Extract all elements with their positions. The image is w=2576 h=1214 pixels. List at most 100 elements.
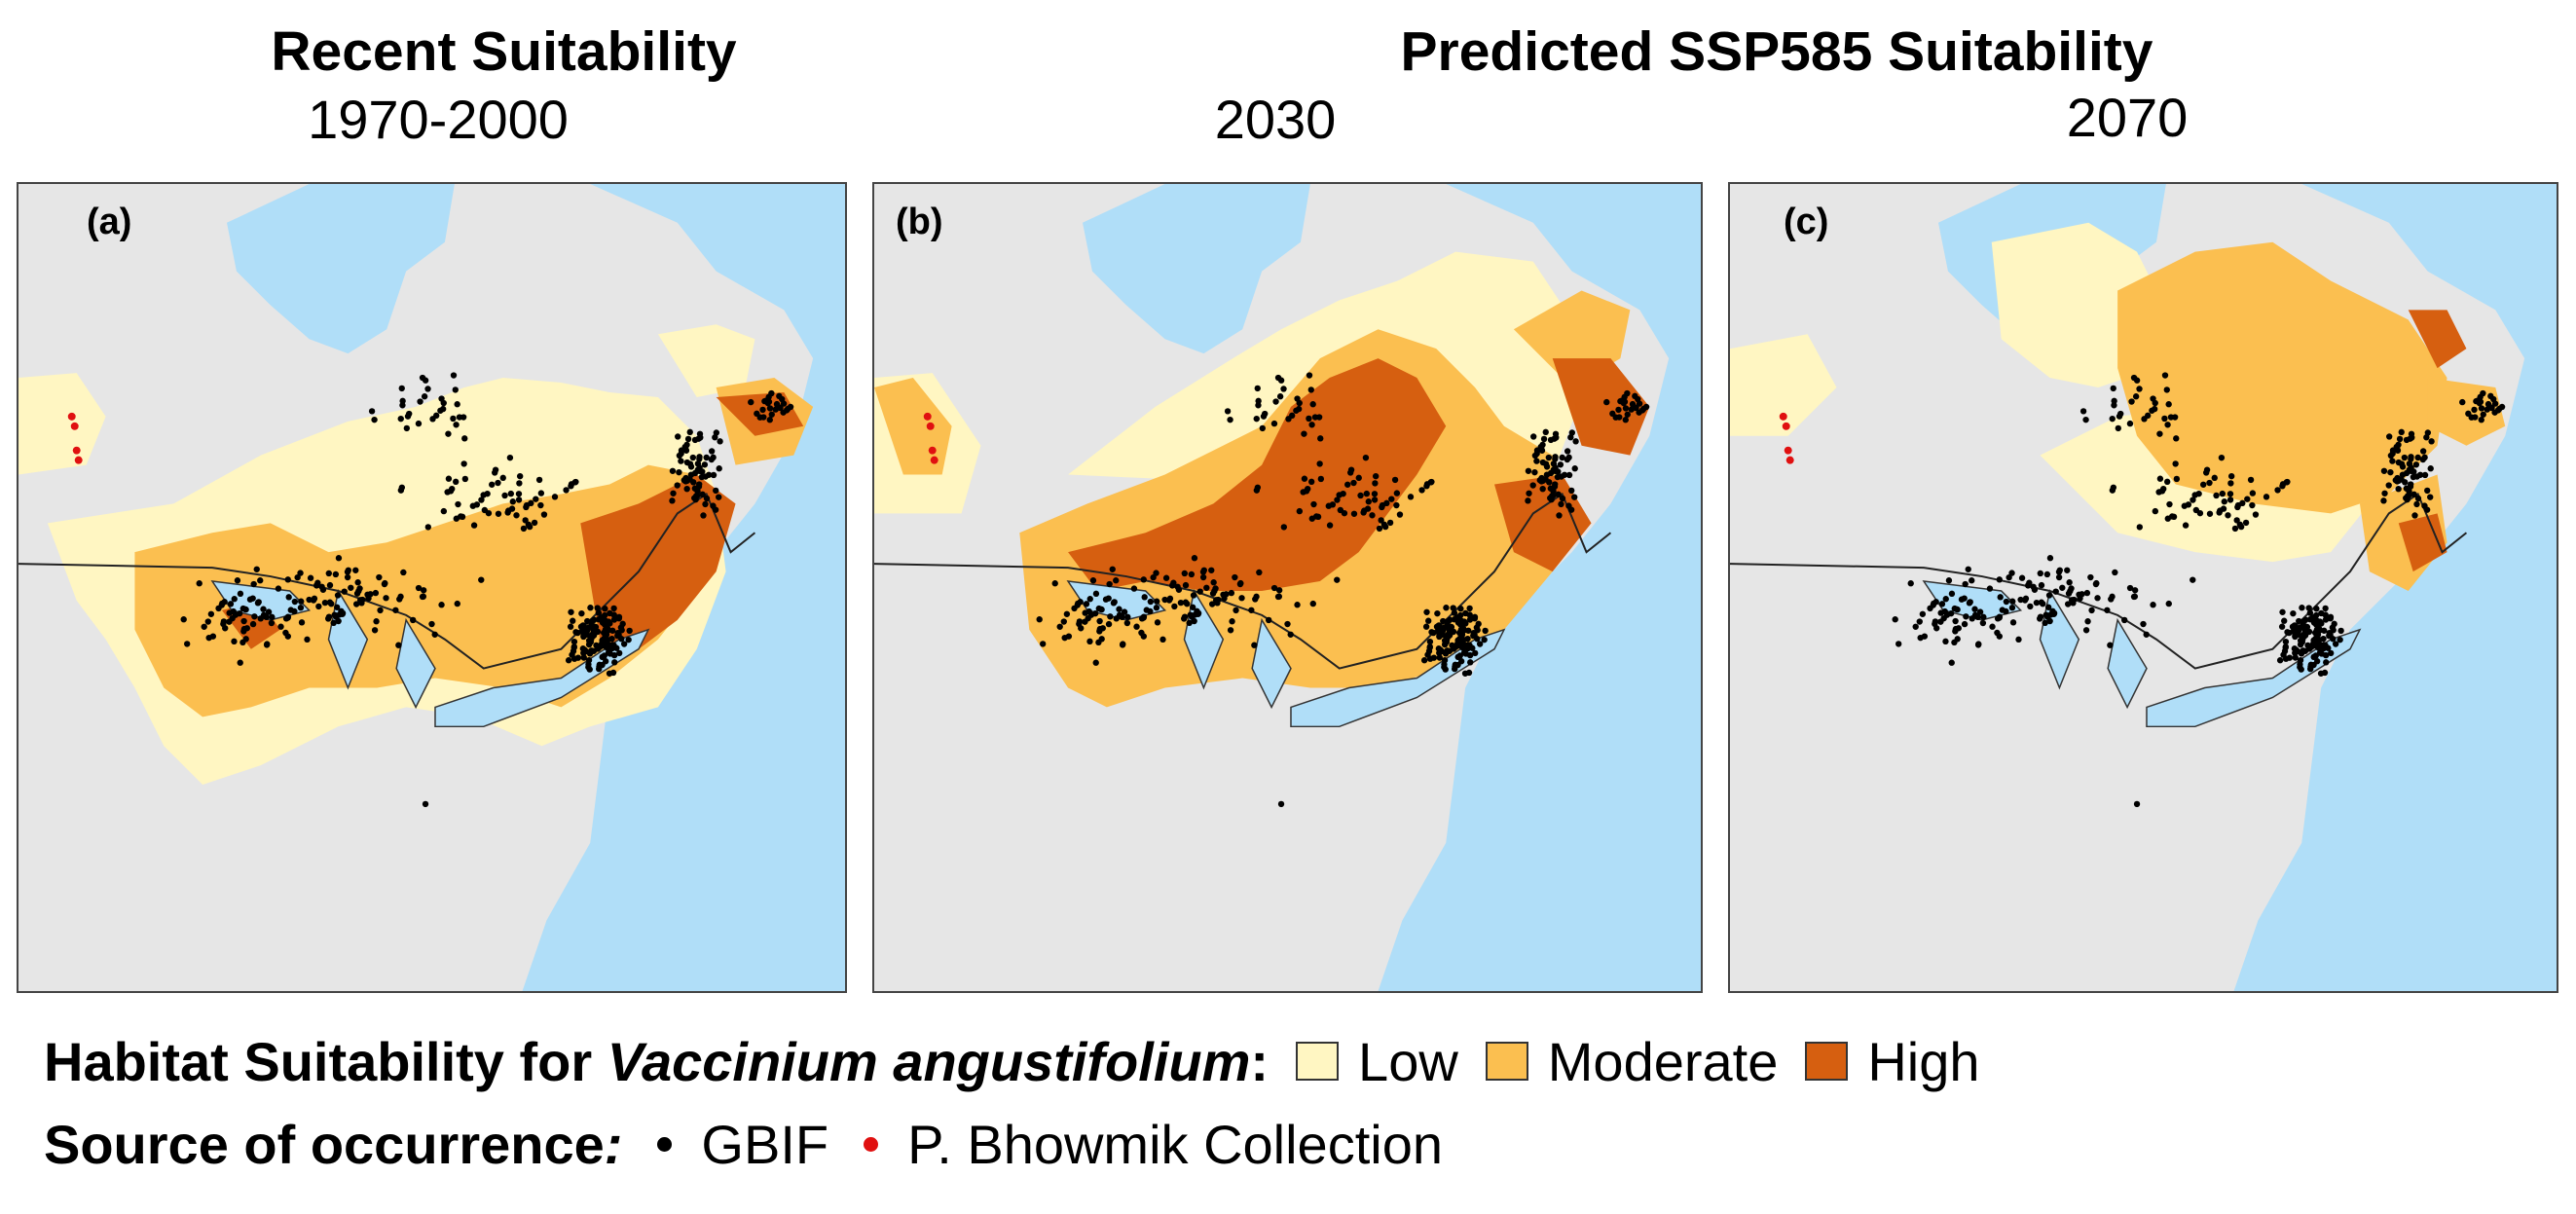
gbif-occurrence-point: [535, 476, 543, 484]
gbif-occurrence-point: [353, 590, 361, 597]
gbif-occurrence-point: [1275, 593, 1283, 600]
gbif-occurrence-point: [1994, 629, 2001, 637]
gbif-occurrence-point: [420, 593, 427, 600]
gbif-occurrence-point: [1568, 429, 1576, 436]
gbif-occurrence-point: [2236, 521, 2244, 528]
gbif-occurrence-point: [2423, 434, 2430, 441]
gbif-occurrence-point: [2046, 555, 2054, 562]
gbif-occurrence-point: [523, 503, 530, 511]
gbif-occurrence-point: [2249, 490, 2257, 497]
gbif-occurrence-point: [2045, 592, 2053, 599]
gbif-occurrence-point: [1531, 452, 1539, 460]
low-suitability-region: [18, 373, 106, 475]
gbif-occurrence-point: [2234, 503, 2241, 511]
gbif-occurrence-point: [2314, 631, 2322, 639]
gbif-occurrence-point: [220, 620, 227, 628]
panel-label-b: (b): [896, 202, 943, 242]
gbif-occurrence-point: [231, 638, 238, 645]
high-label: High: [1867, 1030, 1980, 1092]
gbif-occurrence-point: [1986, 585, 1994, 592]
gbif-occurrence-point: [588, 647, 595, 654]
gbif-occurrence-point: [2136, 386, 2143, 392]
gbif-occurrence-point: [1442, 666, 1449, 673]
gbif-occurrence-point: [531, 519, 538, 527]
gbif-points-b: [1036, 372, 1650, 808]
gbif-occurrence-point: [399, 402, 406, 409]
gbif-occurrence-point: [254, 600, 262, 607]
gbif-occurrence-point: [693, 485, 701, 493]
gbif-occurrence-point: [461, 475, 469, 483]
gbif-occurrence-point: [373, 618, 380, 625]
gbif-occurrence-point: [610, 611, 617, 618]
high-suitability-region: [1068, 358, 1447, 591]
gbif-occurrence-point: [1533, 458, 1540, 464]
gbif-occurrence-point: [2233, 517, 2240, 524]
gbif-occurrence-point: [1196, 588, 1203, 595]
collection-occurrence-point: [72, 446, 81, 455]
gbif-occurrence-point: [2160, 486, 2167, 493]
gbif-occurrence-point: [676, 468, 682, 476]
gbif-occurrence-point: [269, 613, 276, 621]
gbif-occurrence-point: [1307, 478, 1315, 486]
gbif-occurrence-point: [1306, 415, 1312, 423]
gbif-occurrence-point: [1407, 494, 1415, 500]
gbif-occurrence-point: [2398, 428, 2405, 436]
gbif-occurrence-point: [1357, 492, 1364, 499]
gbif-occurrence-point: [1542, 460, 1550, 467]
gbif-occurrence-point: [499, 474, 506, 482]
gbif-occurrence-point: [1539, 486, 1546, 493]
gbif-occurrence-point: [2414, 495, 2422, 502]
gbif-occurrence-point: [1966, 600, 1973, 607]
gbif-occurrence-point: [2109, 415, 2116, 423]
gbif-occurrence-point: [415, 584, 423, 592]
gbif-occurrence-point: [1182, 581, 1190, 589]
species-name: Vaccinium angustifolium: [607, 1030, 1251, 1092]
gbif-occurrence-point: [1270, 584, 1278, 592]
gbif-occurrence-point: [590, 628, 598, 635]
gbif-occurrence-point: [708, 456, 716, 463]
gbif-occurrence-point: [2313, 606, 2320, 612]
gbif-occurrence-point: [1086, 638, 1093, 645]
gbif-occurrence-point: [2498, 403, 2506, 411]
gbif-occurrence-point: [522, 517, 529, 524]
gbif-occurrence-point: [1554, 473, 1562, 481]
gbif-occurrence-point: [1277, 377, 1285, 384]
gbif-occurrence-point: [2200, 481, 2207, 488]
gbif-occurrence-point: [2038, 581, 2045, 589]
moderate-suitability-region: [2117, 241, 2447, 514]
gbif-occurrence-point: [1116, 606, 1122, 612]
gbif-occurrence-point: [1224, 408, 1232, 415]
collection-occurrence-point: [928, 446, 937, 455]
gbif-occurrence-point: [619, 620, 626, 628]
gbif-occurrence-point: [492, 469, 498, 476]
gbif-occurrence-point: [1251, 642, 1258, 648]
gbif-occurrence-point: [1546, 479, 1553, 486]
gbif-occurrence-point: [2297, 661, 2303, 668]
gbif-occurrence-point: [780, 400, 788, 407]
gbif-occurrence-point: [2299, 639, 2306, 645]
gbif-occurrence-point: [2419, 448, 2427, 455]
gbif-occurrence-point: [1636, 400, 1643, 407]
gbif-occurrence-point: [1096, 617, 1103, 625]
gbif-occurrence-point: [461, 435, 468, 442]
gbif-occurrence-point: [1571, 465, 1578, 472]
high-suitability-region: [2398, 513, 2447, 572]
gbif-occurrence-point: [537, 490, 545, 497]
gbif-occurrence-point: [204, 618, 211, 625]
suitability-legend-title: Habitat Suitability for Vaccinium angust…: [44, 1030, 1270, 1092]
gbif-occurrence-point: [1227, 416, 1233, 423]
gbif-marker-icon: [657, 1136, 673, 1152]
gbif-occurrence-point: [1208, 601, 1216, 607]
gbif-occurrence-point: [2044, 604, 2052, 610]
gbif-occurrence-point: [1208, 567, 1215, 573]
gbif-occurrence-point: [2406, 492, 2412, 499]
gbif-occurrence-point: [1571, 494, 1578, 500]
gbif-occurrence-point: [1306, 372, 1313, 379]
gbif-occurrence-point: [2094, 595, 2101, 602]
gbif-occurrence-point: [676, 452, 683, 460]
gbif-occurrence-point: [2131, 593, 2139, 600]
hudson-bay: [1082, 184, 1310, 354]
gbif-occurrence-point: [2281, 617, 2288, 624]
gbif-occurrence-point: [1360, 509, 1367, 516]
gbif-occurrence-point: [1098, 636, 1105, 643]
